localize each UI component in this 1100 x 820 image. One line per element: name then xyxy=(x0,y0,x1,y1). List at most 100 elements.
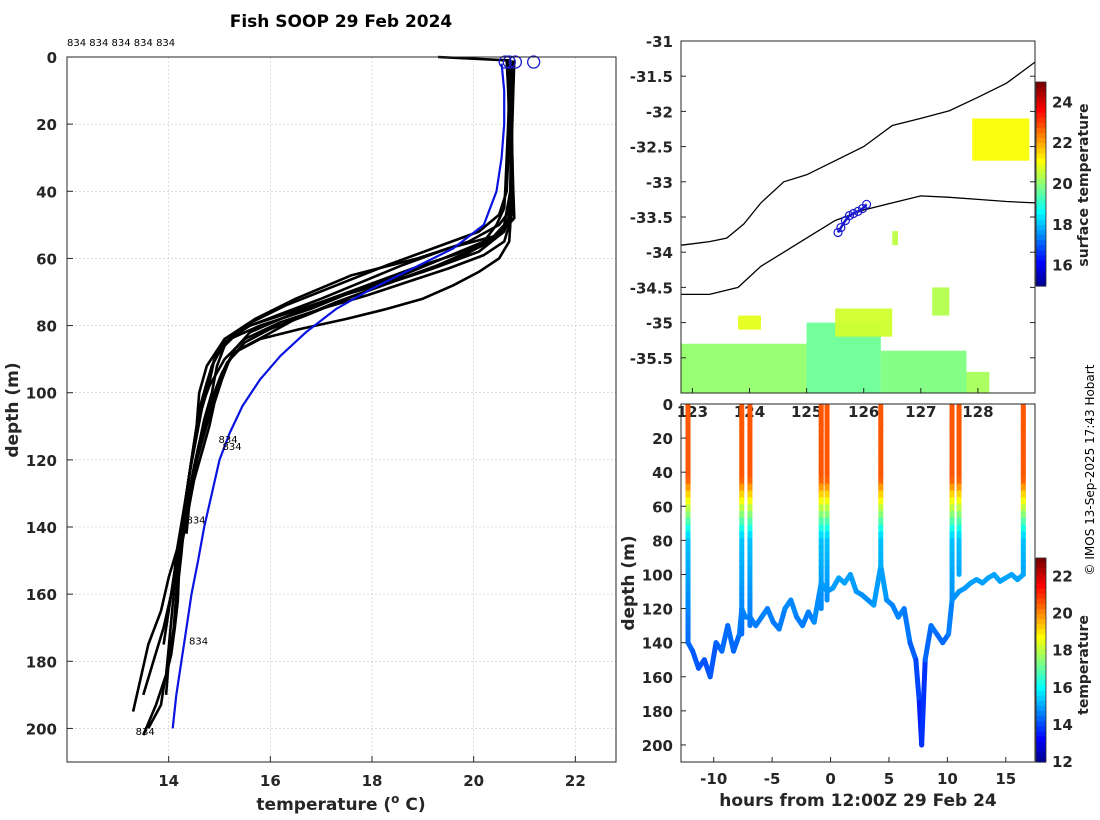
colorbar-segment xyxy=(1036,163,1046,170)
colorbar-segment xyxy=(1036,609,1046,615)
sst-patch xyxy=(932,287,950,316)
profiles-ytick-label: 60 xyxy=(36,250,57,268)
ship-track xyxy=(833,199,872,238)
temperature-profile-line xyxy=(142,60,514,696)
surface-marker xyxy=(498,55,512,69)
colorbar-segment xyxy=(1036,194,1046,200)
colorbar-segment xyxy=(1036,224,1046,231)
colorbar-segment xyxy=(1036,639,1046,646)
temperature-profile-line xyxy=(131,60,514,712)
colorbar-segment xyxy=(1036,102,1046,109)
colorbar-segment xyxy=(1036,629,1046,636)
colorbar-segment xyxy=(1036,558,1046,564)
bottom-track-segment xyxy=(919,657,928,748)
profile-id-label: 834 xyxy=(136,727,155,738)
sst-patch xyxy=(972,118,1030,161)
colorbar-segment xyxy=(1036,731,1046,738)
colorbar-tick-label: 16 xyxy=(1052,257,1073,275)
depth-time-ytick-label: 0 xyxy=(663,396,673,414)
track-station xyxy=(836,222,846,233)
colorbar-segment xyxy=(1036,178,1046,185)
temperature-profile-line xyxy=(177,60,515,561)
colorbar-segment xyxy=(1036,736,1046,743)
colorbar-segment xyxy=(1036,660,1046,666)
colorbar-segment xyxy=(1036,173,1046,180)
profiles-ytick-label: 0 xyxy=(47,49,57,67)
colorbar-segment xyxy=(1036,598,1046,605)
colorbar-segment xyxy=(1036,255,1046,262)
colorbar-segment xyxy=(1036,634,1046,641)
colorbar-segment xyxy=(1036,250,1046,256)
colorbar-segment xyxy=(1036,583,1046,590)
map-ytick-label: -32.5 xyxy=(630,139,673,157)
colorbar-segment xyxy=(1036,97,1046,103)
profiles-frame xyxy=(66,56,617,763)
bottom-track-segment xyxy=(946,597,955,637)
surface-marker xyxy=(508,55,522,69)
map-ytick-label: -33.5 xyxy=(630,209,673,227)
colorbar-segment xyxy=(1036,209,1046,216)
colorbar-segment xyxy=(1036,695,1046,702)
colorbar-segment xyxy=(1036,726,1046,732)
map-ytick-label: -34.5 xyxy=(630,279,673,297)
profiles-ytick-label: 120 xyxy=(26,452,57,470)
colorbar-segment xyxy=(1036,153,1046,160)
colorbar-segment xyxy=(1036,219,1046,226)
map-ytick-label: -32 xyxy=(646,103,673,121)
depth-time-xtick-label: -10 xyxy=(700,770,727,788)
colorbar-segment xyxy=(1036,245,1046,251)
sst-patch xyxy=(880,350,967,393)
colorbar-tick-label: 14 xyxy=(1052,716,1073,734)
depth-time-frame xyxy=(680,403,1036,763)
depth-time-xtick-label: 5 xyxy=(884,770,894,788)
surface-marker xyxy=(527,55,541,69)
depth-time-xtick-label: 0 xyxy=(825,770,835,788)
map-ytick-label: -33 xyxy=(646,174,673,192)
profiles-xtick-label: 20 xyxy=(463,772,484,790)
figure-title: Fish SOOP 29 Feb 2024 xyxy=(230,12,453,32)
depth-time-xtick-label: 10 xyxy=(937,770,958,788)
profiles-ytick-label: 80 xyxy=(36,318,57,336)
colorbar-segment xyxy=(1036,189,1046,195)
bottom-track-segment xyxy=(847,571,859,595)
colorbar-frame xyxy=(1035,557,1047,763)
colorbar-segment xyxy=(1036,593,1046,600)
colorbar-segment xyxy=(1036,265,1046,272)
colorbar-segment xyxy=(1036,133,1046,139)
colorbar-segment xyxy=(1036,82,1046,88)
map-colorbar-label: surface temperature xyxy=(1076,103,1092,266)
profiles-ticks: 14 16 18 20 22 0 20 40 60 80 100 120 140 160 180 200 xyxy=(26,49,586,790)
bottom-track-segment xyxy=(776,606,788,632)
map-xtick-label: 125 xyxy=(791,403,822,421)
colorbar-segment xyxy=(1036,143,1046,149)
profiles-xlabel: temperature (o C) xyxy=(256,792,425,815)
colorbar-tick-label: 20 xyxy=(1052,175,1073,193)
colorbar-segment xyxy=(1036,275,1046,282)
depth-time-ticks: 0 20 40 60 80 100 120 140 160 180 200 -10 -5 0 5 10 15 xyxy=(642,396,1017,788)
colorbar-segment xyxy=(1036,680,1046,687)
depth-time-colorbar: 12 14 16 18 20 22 xyxy=(1035,557,1073,771)
map-ytick-label: -35.5 xyxy=(630,350,673,368)
bottom-track-segment xyxy=(707,640,719,680)
depth-time-colorbar-label: temperature xyxy=(1076,615,1092,715)
colorbar-segment xyxy=(1036,624,1046,630)
bottom-track-segment xyxy=(922,623,934,663)
colorbar-segment xyxy=(1036,214,1046,221)
profiles-ytick-label: 180 xyxy=(26,653,57,671)
bottom-track-segment xyxy=(901,606,913,646)
depth-time-ytick-label: 20 xyxy=(652,430,673,448)
depth-time-ytick-label: 100 xyxy=(642,566,673,584)
colorbar-tick-label: 22 xyxy=(1052,134,1073,152)
colorbar-segment xyxy=(1036,563,1046,569)
profile-id-label: 834 xyxy=(218,435,237,446)
colorbar-segment xyxy=(1036,568,1046,574)
sst-patches xyxy=(681,118,1030,393)
colorbar-tick-label: 18 xyxy=(1052,216,1073,234)
colorbar-segment xyxy=(1036,751,1046,758)
colorbar-segment xyxy=(1036,741,1046,748)
colorbar-segment xyxy=(1036,670,1046,676)
colorbar-tick-label: 24 xyxy=(1052,93,1073,111)
coastlines xyxy=(681,61,1035,296)
